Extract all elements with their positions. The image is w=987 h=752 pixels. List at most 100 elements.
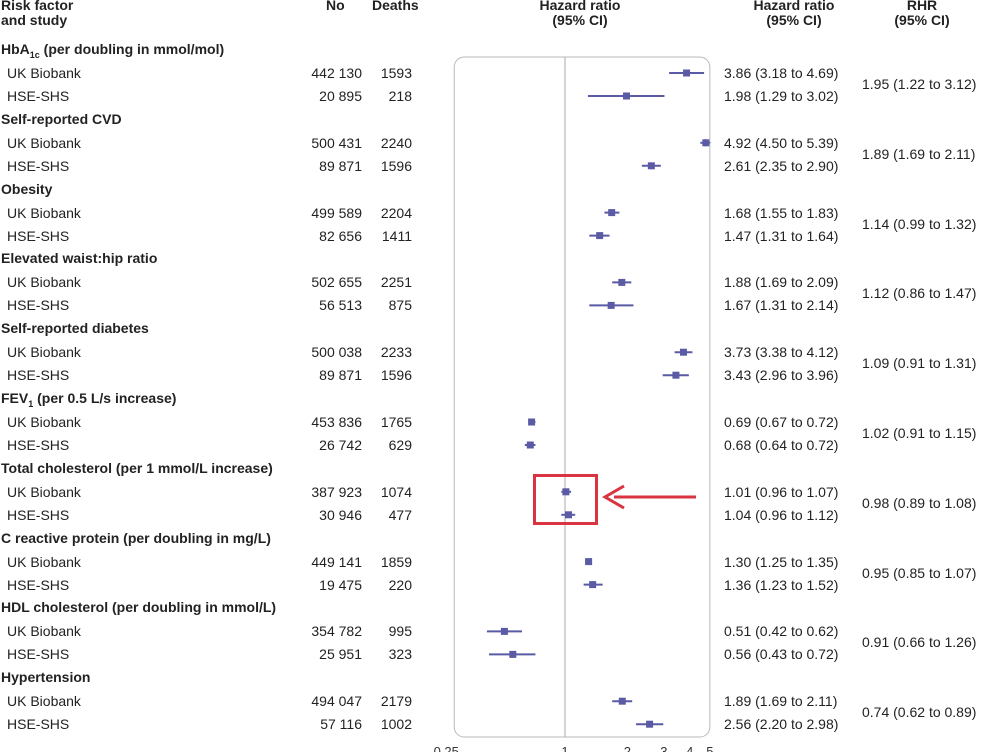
study-name: UK Biobank xyxy=(7,344,81,360)
header-plot-hazard-ratio-line1: Hazard ratio xyxy=(539,0,621,13)
group-label-text: Hypertension xyxy=(1,669,91,685)
hazard-ratio-ci: 1.98 (1.29 to 3.02) xyxy=(724,88,839,104)
hazard-ratio-ci: 0.51 (0.42 to 0.62) xyxy=(724,623,839,639)
death-count: 1002 xyxy=(380,716,412,732)
group-label-text: Elevated waist:hip ratio xyxy=(1,250,158,266)
header-risk-factor-line2: and study xyxy=(1,12,68,28)
death-count: 2240 xyxy=(380,135,412,151)
point-estimate xyxy=(683,69,691,77)
death-count: 218 xyxy=(388,88,412,104)
rhr-value: 1.02 (0.91 to 1.15) xyxy=(862,425,977,441)
death-count: 1074 xyxy=(380,484,412,500)
group-label-text: Total cholesterol (per 1 mmol/L increase… xyxy=(1,460,273,476)
study-name: HSE-SHS xyxy=(7,507,70,523)
header-no: No xyxy=(326,0,345,13)
point-estimate xyxy=(528,418,536,426)
study-name: UK Biobank xyxy=(7,484,81,500)
study-name: HSE-SHS xyxy=(7,158,70,174)
study-name: UK Biobank xyxy=(7,414,81,430)
point-estimate xyxy=(608,209,616,217)
group-label-rest: (per 0.5 L/s increase) xyxy=(33,390,177,406)
death-count: 1596 xyxy=(380,158,412,174)
group-label: Self-reported diabetes xyxy=(1,320,149,336)
plot-panel xyxy=(453,56,711,738)
header-rhr-line1: RHR xyxy=(906,0,938,13)
point-estimate xyxy=(565,511,573,519)
participant-count: 453 836 xyxy=(311,414,362,430)
point-estimate xyxy=(585,558,593,566)
point-estimate xyxy=(596,232,604,240)
header-hazard-ratio-line2: (95% CI) xyxy=(766,12,822,28)
rhr-value: 1.95 (1.22 to 3.12) xyxy=(862,76,977,92)
point-estimate xyxy=(672,371,680,379)
hazard-ratio-ci: 1.01 (0.96 to 1.07) xyxy=(724,484,839,500)
study-name: HSE-SHS xyxy=(7,646,70,662)
hazard-ratio-ci: 0.56 (0.43 to 0.72) xyxy=(724,646,839,662)
participant-count: 19 475 xyxy=(319,577,362,593)
group-label-subscript: 1 xyxy=(28,398,34,409)
header-rhr-line2: (95% CI) xyxy=(894,12,950,28)
study-name: UK Biobank xyxy=(7,65,81,81)
group-label-text: C reactive protein (per doubling in mg/L… xyxy=(1,530,271,546)
study-name: HSE-SHS xyxy=(7,437,70,453)
hazard-ratio-ci: 3.86 (3.18 to 4.69) xyxy=(724,65,839,81)
hazard-ratio-ci: 1.88 (1.69 to 2.09) xyxy=(724,274,839,290)
hazard-ratio-ci: 1.30 (1.25 to 1.35) xyxy=(724,554,839,570)
hazard-ratio-ci: 4.92 (4.50 to 5.39) xyxy=(724,135,839,151)
study-name: UK Biobank xyxy=(7,554,81,570)
hazard-ratio-ci: 1.36 (1.23 to 1.52) xyxy=(724,577,839,593)
study-name: HSE-SHS xyxy=(7,88,70,104)
participant-count: 494 047 xyxy=(311,693,362,709)
death-count: 477 xyxy=(388,507,412,523)
group-label-rest: (per doubling in mmol/mol) xyxy=(39,41,225,57)
x-tick-label: 2 xyxy=(624,744,631,752)
participant-count: 449 141 xyxy=(311,554,362,570)
hazard-ratio-ci: 2.56 (2.20 to 2.98) xyxy=(724,716,839,732)
hazard-ratio-ci: 1.04 (0.96 to 1.12) xyxy=(724,507,839,523)
point-estimate xyxy=(702,139,710,147)
x-tick-label: 0.25 xyxy=(434,744,459,752)
death-count: 2233 xyxy=(380,344,412,360)
point-estimate xyxy=(589,581,597,589)
participant-count: 82 656 xyxy=(319,228,362,244)
x-tick-label: 3 xyxy=(660,744,667,752)
group-label-text: HDL cholesterol (per doubling in mmol/L) xyxy=(1,599,277,615)
participant-count: 387 923 xyxy=(311,484,362,500)
group-label: Self-reported CVD xyxy=(1,111,122,127)
death-count: 2179 xyxy=(380,693,412,709)
study-name: HSE-SHS xyxy=(7,577,70,593)
rhr-value: 0.98 (0.89 to 1.08) xyxy=(862,495,977,511)
participant-count: 57 116 xyxy=(320,716,362,732)
death-count: 2251 xyxy=(380,274,412,290)
participant-count: 500 038 xyxy=(311,344,362,360)
header-plot-hazard-ratio: Hazard ratio (95% CI) xyxy=(520,0,640,28)
death-count: 1859 xyxy=(380,554,412,570)
group-label-subscript: 1c xyxy=(29,49,40,60)
study-name: HSE-SHS xyxy=(7,367,70,383)
study-name: UK Biobank xyxy=(7,623,81,639)
group-label-text: Obesity xyxy=(1,181,53,197)
point-estimate xyxy=(562,488,570,496)
rhr-value: 1.89 (1.69 to 2.11) xyxy=(862,146,976,162)
group-label: C reactive protein (per doubling in mg/L… xyxy=(1,530,271,546)
study-name: UK Biobank xyxy=(7,274,81,290)
hazard-ratio-ci: 1.67 (1.31 to 2.14) xyxy=(724,297,839,313)
study-name: UK Biobank xyxy=(7,693,81,709)
participant-count: 442 130 xyxy=(311,65,362,81)
point-estimate xyxy=(679,348,687,356)
group-label: Elevated waist:hip ratio xyxy=(1,250,157,266)
group-label: Obesity xyxy=(1,181,52,197)
death-count: 1593 xyxy=(380,65,412,81)
death-count: 323 xyxy=(388,646,412,662)
participant-count: 89 871 xyxy=(319,158,362,174)
death-count: 629 xyxy=(388,437,412,453)
participant-count: 30 946 xyxy=(319,507,362,523)
point-estimate xyxy=(622,92,630,100)
group-label: HbA1c (per doubling in mmol/mol) xyxy=(1,41,224,63)
group-label-text: HbA xyxy=(1,41,30,57)
rhr-value: 1.09 (0.91 to 1.31) xyxy=(862,355,977,371)
x-tick-label: 4 xyxy=(686,744,693,752)
highlight-box xyxy=(533,474,598,525)
header-rhr: RHR (95% CI) xyxy=(877,0,967,28)
x-tick-label: 1 xyxy=(561,744,568,752)
